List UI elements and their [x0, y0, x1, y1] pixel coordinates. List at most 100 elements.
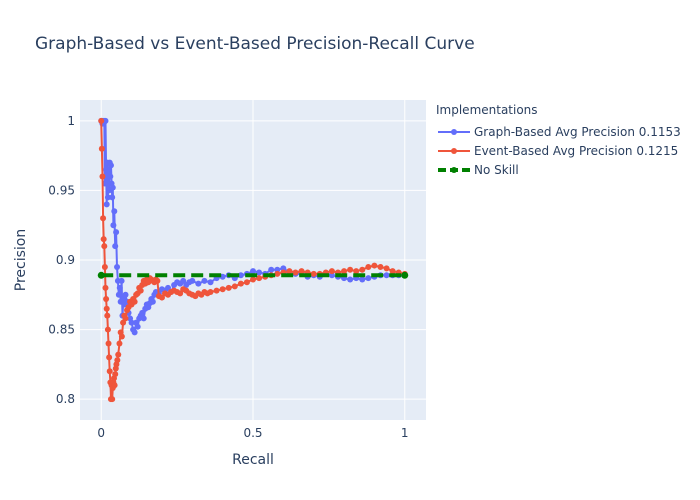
- series-point-graph-based: [274, 266, 281, 273]
- series-point-event-based: [101, 243, 108, 250]
- legend-item-graph-based[interactable]: Graph-Based Avg Precision 0.1153: [436, 122, 681, 141]
- series-point-graph-based: [107, 162, 114, 169]
- series-point-event-based: [292, 269, 299, 276]
- series-point-event-based: [286, 268, 293, 275]
- y-tick-label: 0.95: [48, 183, 75, 197]
- series-point-event-based: [383, 265, 390, 272]
- series-point-event-based: [353, 268, 360, 275]
- series-point-event-based: [116, 340, 123, 347]
- y-axis-label: Precision: [13, 229, 29, 291]
- legend-label-event-based: Event-Based Avg Precision 0.1215: [474, 143, 679, 158]
- series-point-graph-based: [250, 268, 256, 275]
- y-tick-label: 0.9: [56, 253, 75, 267]
- y-tick-label: 0.85: [48, 323, 75, 337]
- series-point-event-based: [98, 117, 105, 124]
- series-point-event-based: [111, 382, 118, 389]
- series-point-graph-based: [180, 277, 187, 284]
- series-point-graph-based: [107, 173, 114, 180]
- series-point-event-based: [98, 145, 105, 152]
- series-point-event-based: [243, 279, 250, 286]
- series-point-no-skill: [401, 271, 409, 279]
- series-point-event-based: [109, 396, 116, 403]
- series-point-event-based: [118, 333, 125, 340]
- series-point-event-based: [274, 270, 281, 277]
- series-point-event-based: [371, 262, 378, 269]
- series-point-event-based: [341, 268, 348, 275]
- y-tick-label: 0.8: [56, 392, 75, 406]
- series-point-event-based: [104, 312, 111, 319]
- series-point-graph-based: [189, 277, 196, 284]
- legend-label-no-skill: No Skill: [474, 162, 519, 177]
- series-point-event-based: [106, 354, 113, 361]
- series-point-event-based: [104, 326, 111, 333]
- legend-item-event-based[interactable]: Event-Based Avg Precision 0.1215: [436, 141, 681, 160]
- legend-title: Implementations: [436, 103, 538, 117]
- series-point-event-based: [122, 315, 129, 322]
- series-point-event-based: [256, 275, 263, 282]
- series-point-event-based: [359, 266, 366, 273]
- series-layer: [97, 117, 409, 403]
- series-point-event-based: [114, 357, 121, 364]
- series-point-event-based: [103, 305, 110, 312]
- legend: Implementations Graph-Based Avg Precisio…: [436, 103, 681, 179]
- series-point-event-based: [101, 263, 108, 270]
- series-point-graph-based: [116, 284, 123, 291]
- chart-title: Graph-Based vs Event-Based Precision-Rec…: [35, 34, 475, 54]
- series-point-graph-based: [140, 315, 147, 322]
- series-point-graph-based: [237, 272, 244, 279]
- series-point-event-based: [137, 287, 144, 294]
- axis-ticks: 0 0.5 1 0.8 0.85 0.9 0.95 1: [48, 114, 408, 440]
- legend-swatch-event-based: [438, 148, 470, 154]
- series-point-graph-based: [109, 184, 116, 191]
- series-point-graph-based: [109, 194, 116, 201]
- series-point-event-based: [310, 270, 317, 277]
- series-point-event-based: [154, 277, 161, 284]
- x-tick-label: 0.5: [243, 426, 262, 440]
- series-point-graph-based: [111, 208, 118, 215]
- series-point-graph-based: [149, 298, 156, 305]
- series-point-event-based: [347, 266, 354, 273]
- series-point-event-based: [158, 294, 165, 301]
- series-point-no-skill: [97, 271, 105, 279]
- series-point-event-based: [389, 268, 396, 275]
- legend-swatch-no-skill: [438, 167, 470, 173]
- legend-item-no-skill[interactable]: No Skill: [436, 160, 681, 179]
- y-tick-label: 1: [67, 114, 75, 128]
- series-point-event-based: [177, 290, 184, 297]
- series-point-graph-based: [122, 291, 129, 298]
- series-point-event-based: [103, 295, 110, 302]
- series-point-graph-based: [113, 229, 120, 236]
- series-point-graph-based: [195, 280, 202, 287]
- series-point-graph-based: [112, 243, 119, 250]
- series-point-event-based: [225, 284, 232, 291]
- series-point-graph-based: [165, 284, 172, 291]
- series-point-event-based: [100, 215, 107, 222]
- series-point-event-based: [112, 371, 119, 378]
- series-point-graph-based: [103, 201, 110, 208]
- series-point-event-based: [207, 289, 214, 295]
- series-point-graph-based: [268, 266, 275, 273]
- series-point-graph-based: [207, 279, 214, 286]
- series-point-event-based: [102, 284, 109, 291]
- series-point-graph-based: [201, 277, 208, 284]
- x-axis-label: Recall: [232, 452, 274, 468]
- series-point-event-based: [328, 268, 335, 275]
- x-tick-label: 1: [401, 426, 409, 440]
- series-point-event-based: [237, 280, 244, 287]
- x-tick-label: 0: [97, 426, 105, 440]
- series-point-graph-based: [114, 263, 121, 270]
- legend-label-graph-based: Graph-Based Avg Precision 0.1153: [474, 124, 681, 139]
- series-point-graph-based: [102, 117, 109, 124]
- series-point-event-based: [250, 276, 256, 283]
- series-point-event-based: [219, 286, 226, 293]
- series-point-graph-based: [104, 194, 111, 201]
- series-point-event-based: [115, 351, 122, 358]
- series-point-event-based: [231, 283, 238, 290]
- series-point-graph-based: [134, 323, 141, 330]
- series-point-event-based: [100, 236, 107, 243]
- series-point-event-based: [213, 287, 220, 294]
- series-point-graph-based: [139, 309, 146, 316]
- series-point-event-based: [105, 340, 112, 347]
- series-point-graph-based: [328, 272, 335, 279]
